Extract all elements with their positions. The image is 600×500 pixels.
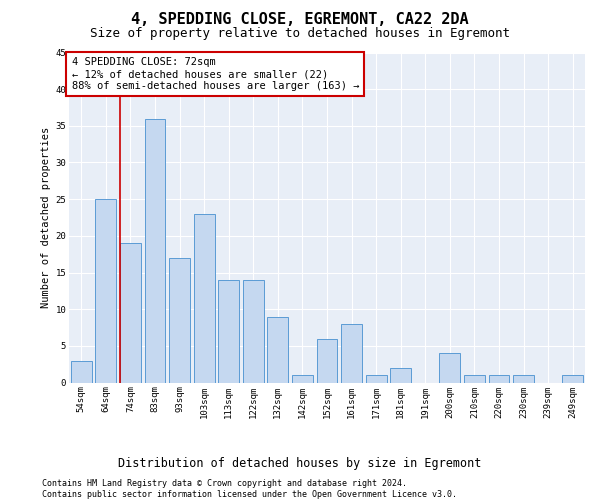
Bar: [439, 353, 460, 382]
Bar: [120, 243, 141, 382]
Bar: [268, 316, 289, 382]
Bar: [218, 280, 239, 382]
Bar: [169, 258, 190, 382]
Text: Contains public sector information licensed under the Open Government Licence v3: Contains public sector information licen…: [42, 490, 457, 499]
Bar: [145, 118, 166, 382]
Bar: [341, 324, 362, 382]
Bar: [464, 375, 485, 382]
Text: 4, SPEDDING CLOSE, EGREMONT, CA22 2DA: 4, SPEDDING CLOSE, EGREMONT, CA22 2DA: [131, 12, 469, 28]
Bar: [317, 338, 337, 382]
Text: Distribution of detached houses by size in Egremont: Distribution of detached houses by size …: [118, 458, 482, 470]
Bar: [95, 199, 116, 382]
Y-axis label: Number of detached properties: Number of detached properties: [41, 127, 52, 308]
Bar: [513, 375, 534, 382]
Bar: [390, 368, 411, 382]
Bar: [243, 280, 264, 382]
Bar: [488, 375, 509, 382]
Bar: [71, 360, 92, 382]
Text: 4 SPEDDING CLOSE: 72sqm
← 12% of detached houses are smaller (22)
88% of semi-de: 4 SPEDDING CLOSE: 72sqm ← 12% of detache…: [71, 58, 359, 90]
Bar: [292, 375, 313, 382]
Bar: [365, 375, 386, 382]
Text: Contains HM Land Registry data © Crown copyright and database right 2024.: Contains HM Land Registry data © Crown c…: [42, 479, 407, 488]
Bar: [562, 375, 583, 382]
Bar: [194, 214, 215, 382]
Text: Size of property relative to detached houses in Egremont: Size of property relative to detached ho…: [90, 28, 510, 40]
